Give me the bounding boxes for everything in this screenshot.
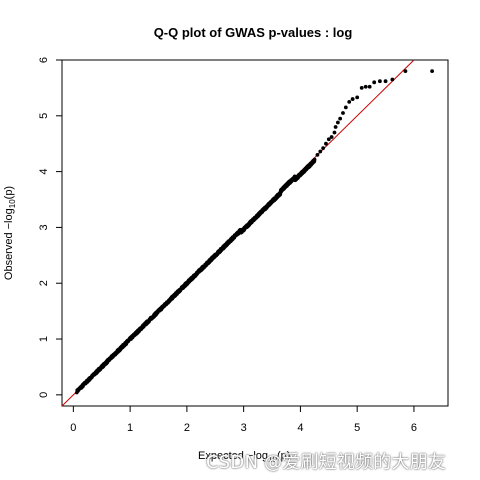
data-point	[333, 125, 338, 129]
watermark: CSDN @爱刷短视频的大朋友	[206, 452, 447, 473]
y-tick-label: 5	[38, 113, 50, 119]
data-point	[315, 152, 320, 157]
data-point	[329, 135, 334, 139]
data-point	[403, 69, 408, 74]
data-point	[335, 120, 340, 125]
x-tick-label: 0	[70, 422, 76, 434]
x-axis-label-tail: (p)	[277, 450, 290, 462]
y-tick-label: 3	[38, 224, 50, 230]
x-axis-label-main: Expected −log	[198, 450, 268, 462]
data-point	[355, 95, 360, 100]
data-point	[363, 84, 368, 89]
data-point	[321, 146, 326, 151]
y-tick-label: 2	[38, 280, 50, 286]
data-point	[390, 77, 395, 82]
x-tick-label: 2	[184, 422, 190, 434]
y-axis-label-tail: (p)	[3, 186, 15, 199]
plot-frame	[61, 59, 449, 407]
data-point	[372, 80, 377, 85]
data-point	[312, 157, 317, 162]
x-tick-label: 4	[297, 422, 303, 434]
data-point	[338, 116, 343, 121]
y-tick-label: 1	[38, 336, 50, 342]
data-point	[367, 84, 372, 89]
y-tick-label: 6	[38, 57, 50, 63]
data-point	[377, 79, 382, 84]
data-point	[318, 149, 323, 154]
data-point	[350, 97, 355, 101]
x-axis-label: Expected −log10(p)	[198, 450, 290, 464]
data-point	[326, 137, 331, 142]
chart-title: Q-Q plot of GWAS p-values : log	[154, 25, 353, 40]
x-tick-label: 1	[127, 422, 133, 434]
y-tick-label: 4	[38, 169, 50, 175]
x-tick-label: 3	[241, 422, 247, 434]
x-tick-label: 5	[354, 422, 360, 434]
data-point	[324, 141, 328, 146]
y-axis-label-sub: 10	[8, 199, 17, 208]
data-point	[332, 130, 337, 135]
data-point	[383, 79, 388, 84]
data-point	[347, 99, 352, 104]
y-tick-label: 0	[38, 392, 50, 398]
data-point	[430, 69, 435, 74]
x-axis: 0 1 2 3 4 5 6	[70, 405, 417, 434]
y-axis-label: Observed −log10(p)	[3, 186, 17, 280]
x-axis-label-sub: 10	[268, 455, 277, 464]
plot-area	[61, 59, 449, 407]
y-axis-label-main: Observed −log	[3, 208, 15, 280]
y-axis: 0 1 2 3 4 5 6	[38, 57, 63, 398]
data-point	[343, 105, 348, 110]
data-point	[341, 111, 345, 115]
x-tick-label: 6	[411, 422, 417, 434]
data-point	[359, 86, 364, 90]
